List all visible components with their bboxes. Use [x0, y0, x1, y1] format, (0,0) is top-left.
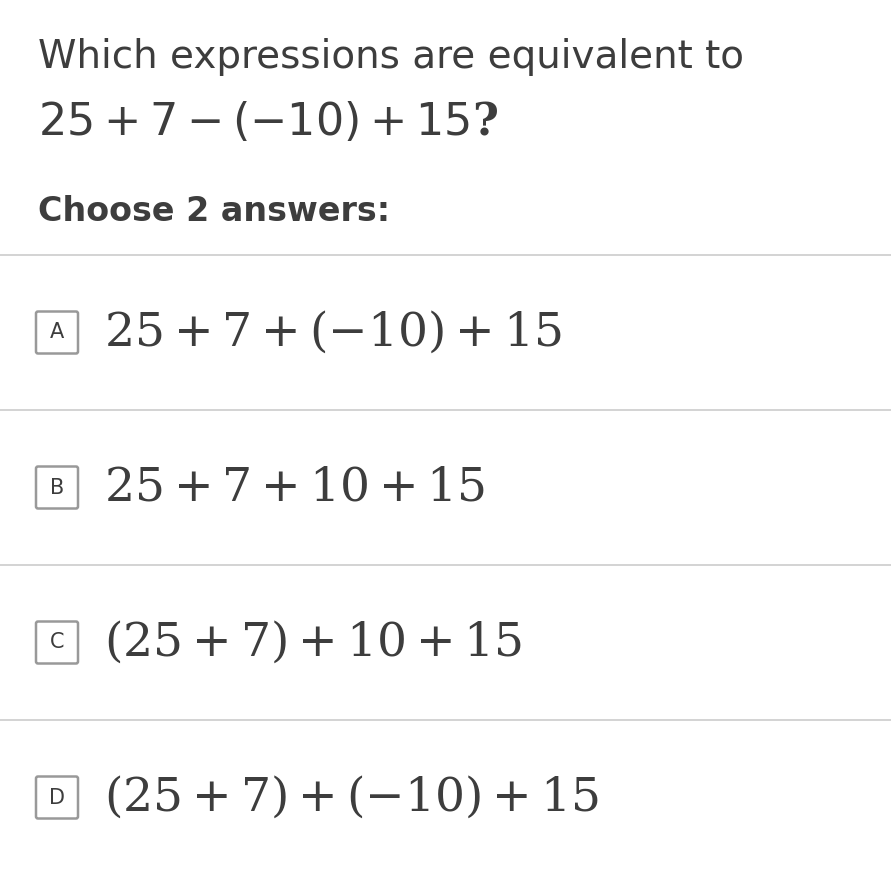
Text: A: A: [50, 323, 64, 343]
Text: $25 + 7 + 10 + 15$: $25 + 7 + 10 + 15$: [104, 464, 486, 510]
Text: B: B: [50, 477, 64, 497]
FancyBboxPatch shape: [36, 467, 78, 509]
FancyBboxPatch shape: [36, 311, 78, 353]
Text: $(25 + 7) + (-10) + 15$: $(25 + 7) + (-10) + 15$: [104, 774, 599, 821]
Text: D: D: [49, 787, 65, 808]
Text: C: C: [50, 633, 64, 653]
Text: $25 + 7 + (-10) + 15$: $25 + 7 + (-10) + 15$: [104, 309, 561, 356]
FancyBboxPatch shape: [36, 776, 78, 818]
Text: $(25 + 7) + 10 + 15$: $(25 + 7) + 10 + 15$: [104, 619, 522, 666]
Text: $25 + 7 - (-10) + 15$?: $25 + 7 - (-10) + 15$?: [38, 100, 498, 144]
Text: Choose 2 answers:: Choose 2 answers:: [38, 195, 390, 228]
Text: Which expressions are equivalent to: Which expressions are equivalent to: [38, 38, 744, 76]
FancyBboxPatch shape: [36, 621, 78, 663]
